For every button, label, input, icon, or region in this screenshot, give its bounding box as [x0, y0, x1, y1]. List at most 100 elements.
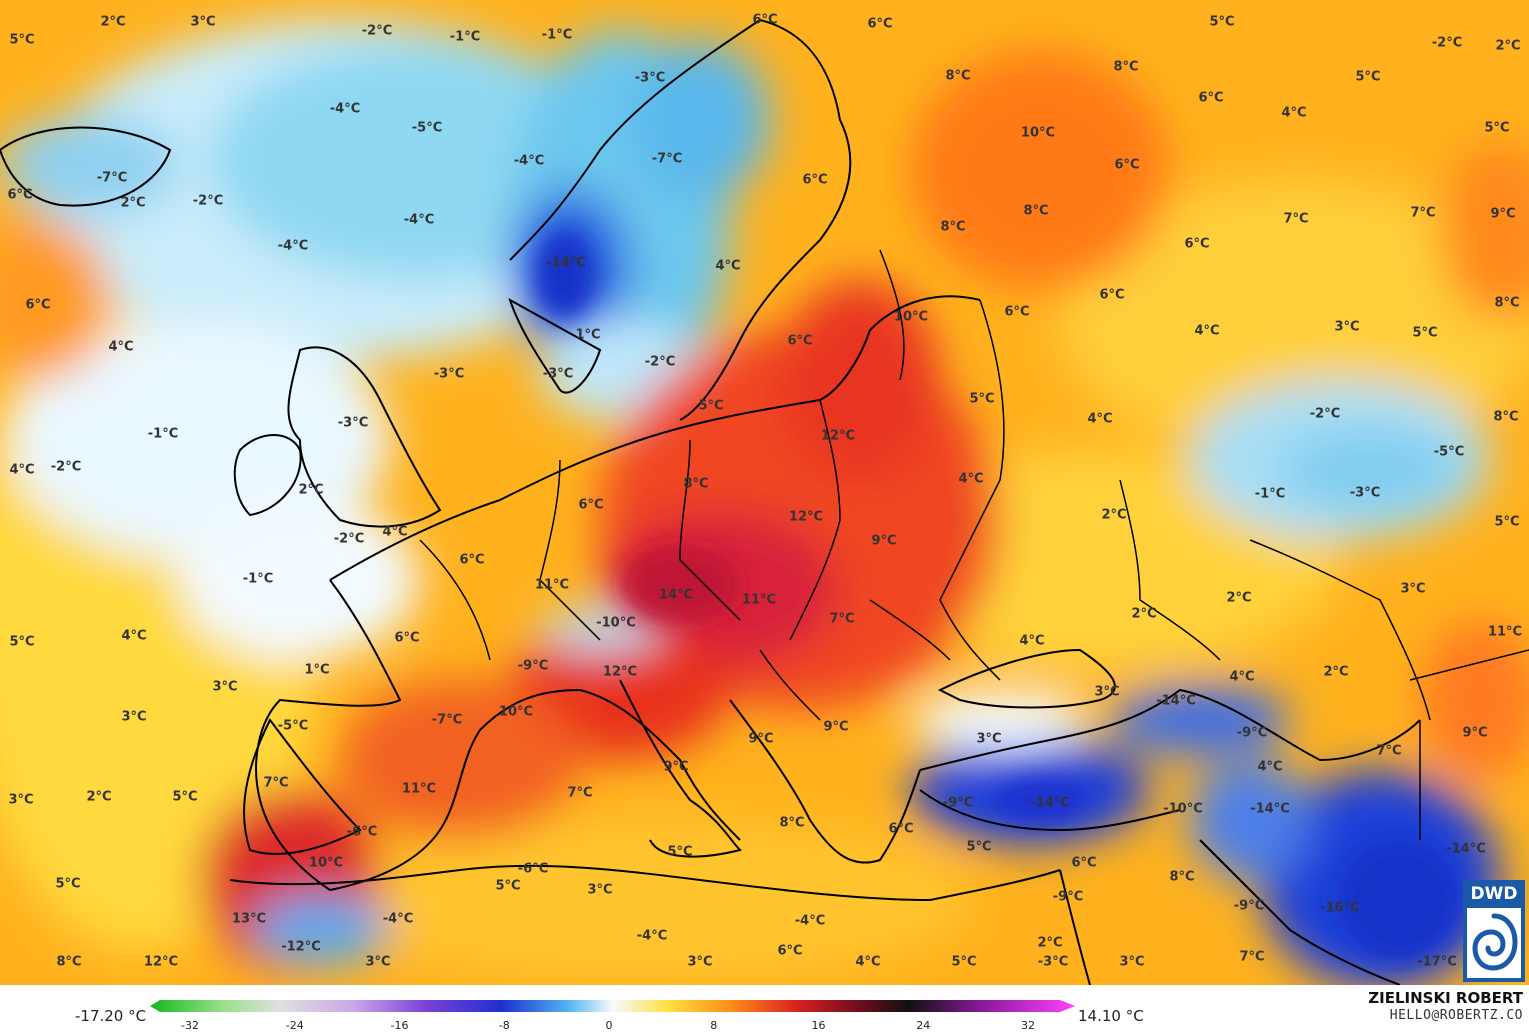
- temperature-label: 2°C: [1131, 607, 1156, 622]
- color-scale-ticks: -32 -24 -16 -8 0 8 16 24 32: [181, 1019, 1035, 1032]
- temperature-label: 7°C: [1239, 950, 1264, 965]
- temperature-label: 6°C: [459, 553, 484, 568]
- temperature-label: -1°C: [243, 572, 273, 587]
- temperature-label: 6°C: [1114, 158, 1139, 173]
- temperature-label: 5°C: [667, 845, 692, 860]
- temperature-label: -2°C: [1432, 36, 1462, 51]
- temperature-label: -4°C: [330, 102, 360, 117]
- temperature-label: -4°C: [383, 912, 413, 927]
- temperature-label: 6°C: [1099, 288, 1124, 303]
- temperature-field: [0, 20, 1529, 985]
- temperature-label: -9°C: [943, 796, 973, 811]
- temperature-label: -16°C: [1320, 901, 1360, 916]
- dwd-swirl-icon: [1467, 908, 1521, 978]
- temperature-label: -7°C: [432, 713, 462, 728]
- temperature-label: 2°C: [1495, 39, 1520, 54]
- temperature-label: -14°C: [1446, 842, 1486, 857]
- temperature-label: 2°C: [298, 483, 323, 498]
- temperature-label: -2°C: [645, 355, 675, 370]
- temperature-label: 3°C: [8, 793, 33, 808]
- temperature-label: 5°C: [495, 879, 520, 894]
- temperature-label: -2°C: [51, 460, 81, 475]
- temperature-label: -10°C: [1163, 802, 1203, 817]
- scale-min-label: -17.20 °C: [75, 1007, 147, 1025]
- temperature-label: 5°C: [951, 955, 976, 970]
- temperature-label: 3°C: [1400, 582, 1425, 597]
- temperature-label: 10°C: [894, 310, 928, 325]
- temperature-label: 4°C: [1281, 106, 1306, 121]
- temperature-label: 12°C: [144, 955, 178, 970]
- temperature-label: -2°C: [193, 194, 223, 209]
- temperature-label: -1°C: [450, 30, 480, 45]
- temperature-label: 8°C: [1113, 60, 1138, 75]
- temperature-label: 6°C: [7, 188, 32, 203]
- temperature-label: -14°C: [546, 256, 586, 271]
- temperature-label: 4°C: [121, 629, 146, 644]
- scale-tick-label: -24: [286, 1019, 304, 1032]
- temperature-label: 9°C: [663, 760, 688, 775]
- temperature-label: -3°C: [543, 367, 573, 382]
- temperature-label: 10°C: [309, 856, 343, 871]
- temperature-label: 7°C: [1283, 212, 1308, 227]
- temperature-label: 5°C: [966, 840, 991, 855]
- temperature-label: 5°C: [969, 392, 994, 407]
- temperature-label: 7°C: [829, 612, 854, 627]
- temperature-label: 10°C: [1021, 126, 1055, 141]
- scale-tick-label: 8: [710, 1019, 717, 1032]
- temperature-label: -2°C: [362, 24, 392, 39]
- temperature-label: -9°C: [1234, 899, 1264, 914]
- temperature-label: 5°C: [698, 399, 723, 414]
- temperature-label: 7°C: [1410, 206, 1435, 221]
- temperature-label: -2°C: [1310, 407, 1340, 422]
- temperature-label: -5°C: [412, 121, 442, 136]
- temperature-label: 2°C: [1101, 508, 1126, 523]
- scale-tick-label: 24: [916, 1019, 930, 1032]
- temperature-map: 5°C 2°C 3°C -2°C -1°C -1°C -3°C 6°C 6°C 5°C -2°C 2°…: [0, 0, 1529, 985]
- scale-tick-label: 32: [1021, 1019, 1035, 1032]
- temperature-label: 11°C: [1488, 625, 1522, 640]
- temperature-label: 2°C: [86, 790, 111, 805]
- temperature-label: -4°C: [795, 914, 825, 929]
- temperature-label: -14°C: [1250, 802, 1290, 817]
- temperature-label: 5°C: [172, 790, 197, 805]
- temperature-label: -4°C: [637, 929, 667, 944]
- temperature-label: 3°C: [976, 732, 1001, 747]
- temperature-label: 5°C: [1209, 15, 1234, 30]
- temperature-label: 6°C: [1004, 305, 1029, 320]
- temperature-label: 6°C: [888, 822, 913, 837]
- temperature-label: 4°C: [1019, 634, 1044, 649]
- temperature-label: -5°C: [278, 719, 308, 734]
- temperature-label: 2°C: [120, 196, 145, 211]
- temperature-label: -7°C: [652, 152, 682, 167]
- temperature-label: 7°C: [1376, 744, 1401, 759]
- temperature-label: -6°C: [347, 825, 377, 840]
- dwd-logo: DWD: [1463, 880, 1525, 982]
- temperature-label: 8°C: [945, 69, 970, 84]
- temperature-label: 4°C: [715, 259, 740, 274]
- temperature-label: 3°C: [1119, 955, 1144, 970]
- temperature-label: 14°C: [659, 588, 693, 603]
- temperature-label: 3°C: [212, 680, 237, 695]
- temperature-label: -1°C: [1255, 487, 1285, 502]
- author-email: HELLO@ROBERTZ.CO: [1389, 1008, 1523, 1023]
- temperature-label: -5°C: [1434, 445, 1464, 460]
- temperature-labels: 5°C 2°C 3°C -2°C -1°C -1°C -3°C 6°C 6°C 5°C -2°C 2°…: [7, 13, 1522, 970]
- temperature-label: 9°C: [748, 732, 773, 747]
- scale-tick-label: 16: [812, 1019, 826, 1032]
- temperature-label: 11°C: [535, 578, 569, 593]
- temperature-label: -17°C: [1417, 955, 1457, 970]
- scale-max-label: 14.10 °C: [1078, 1007, 1144, 1025]
- temperature-label: -3°C: [635, 71, 665, 86]
- temperature-label: 4°C: [855, 955, 880, 970]
- temperature-label: 6°C: [394, 631, 419, 646]
- color-scale-bar: -32 -24 -16 -8 0 8 16 24 32: [150, 1000, 1075, 1032]
- temperature-label: 5°C: [1355, 70, 1380, 85]
- temperature-label: 9°C: [1490, 207, 1515, 222]
- temperature-label: -14°C: [1030, 796, 1070, 811]
- temperature-label: 8°C: [683, 477, 708, 492]
- temperature-label: 10°C: [499, 705, 533, 720]
- temperature-label: 13°C: [232, 912, 266, 927]
- temperature-label: 12°C: [821, 429, 855, 444]
- temperature-label: -9°C: [1237, 726, 1267, 741]
- temperature-label: 8°C: [56, 955, 81, 970]
